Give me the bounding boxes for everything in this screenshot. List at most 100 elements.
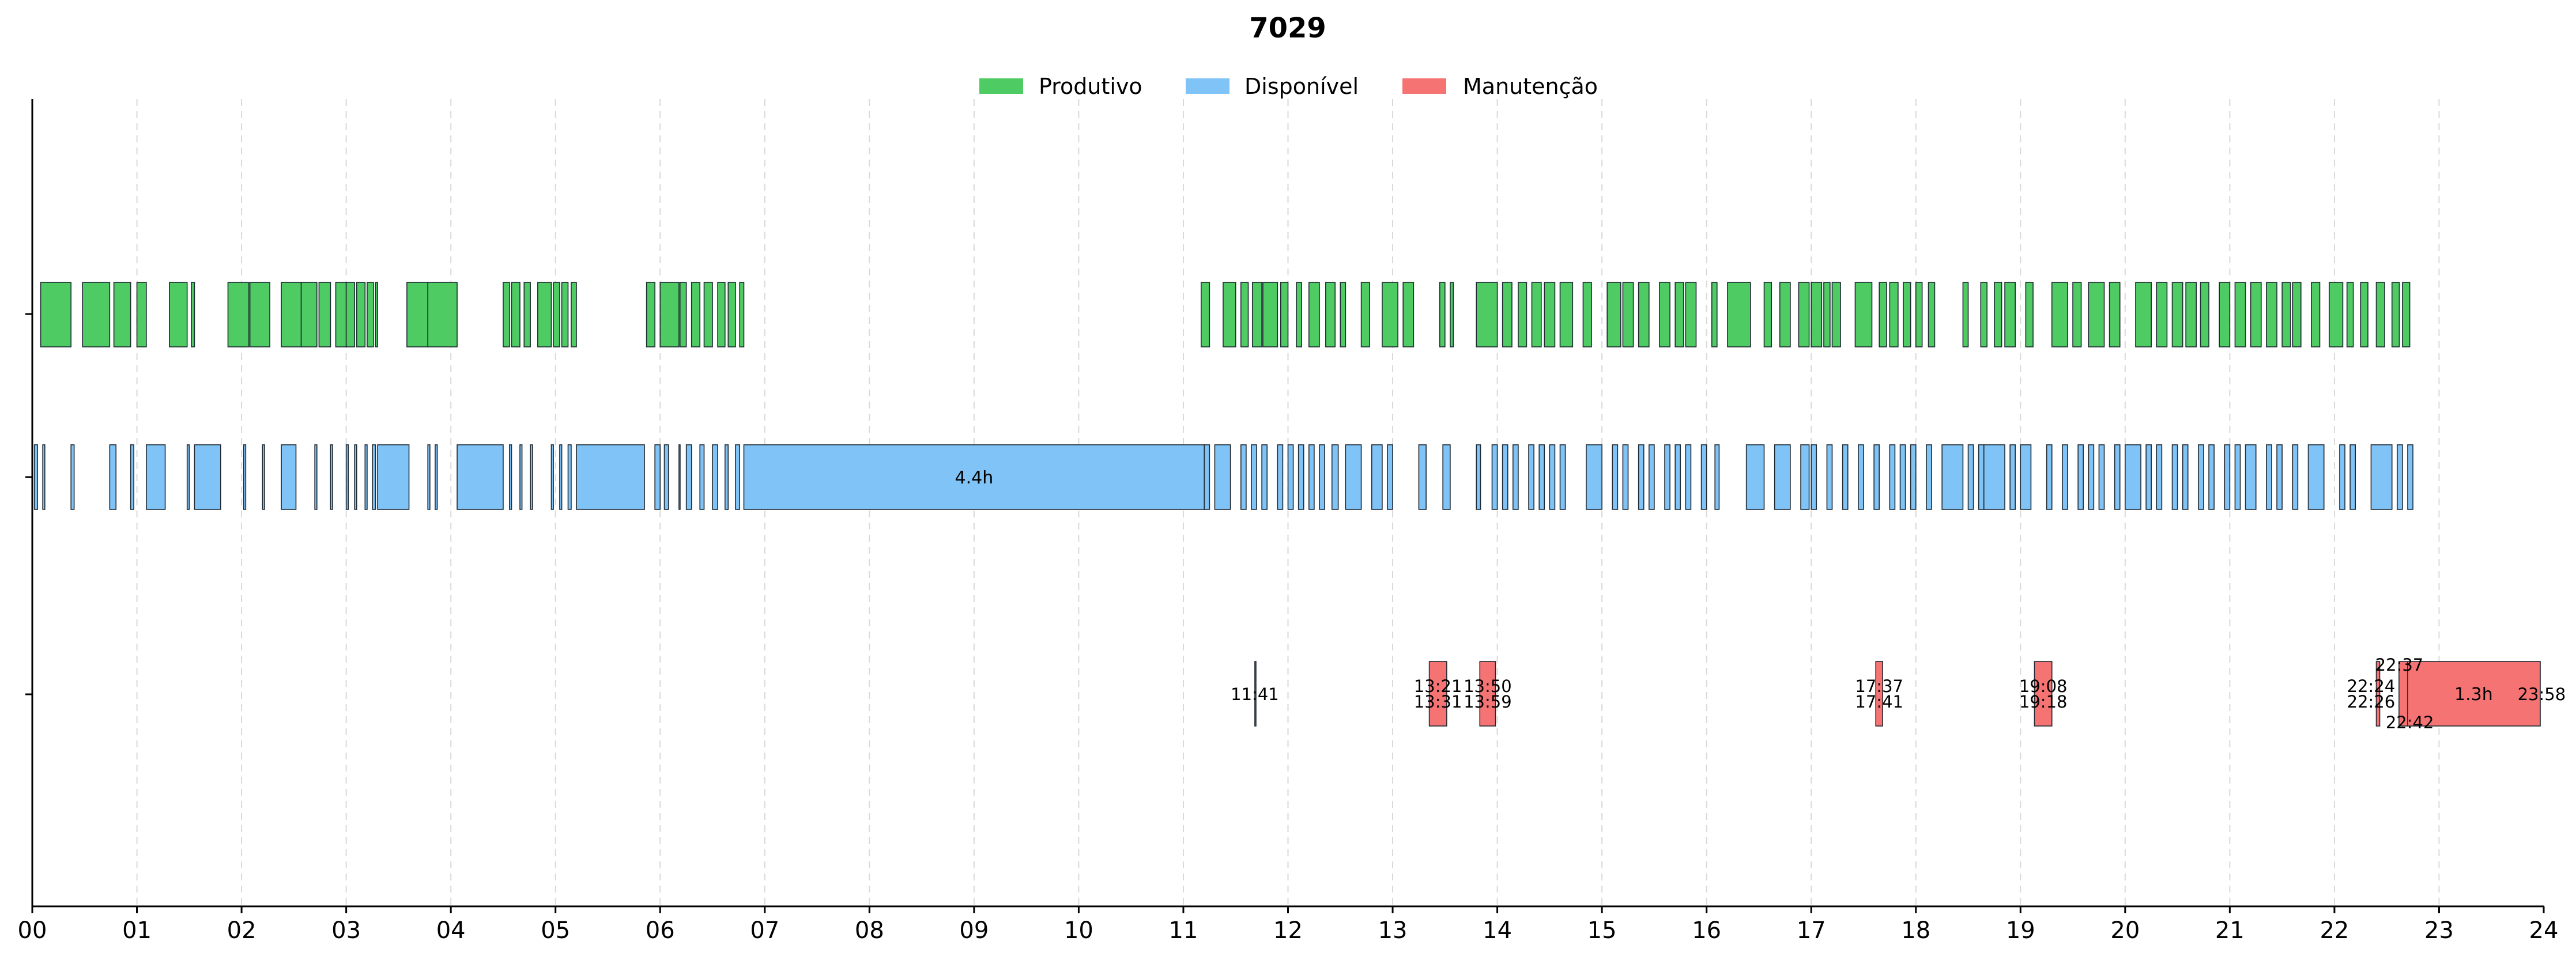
bar-produtivo — [1685, 282, 1697, 347]
bar-produtivo — [511, 282, 521, 347]
bar-produtivo — [1262, 282, 1278, 347]
legend-swatch-disponivel — [1186, 78, 1229, 94]
bar-produtivo — [739, 282, 745, 347]
bar-disponivel — [1910, 444, 1917, 510]
series-layer — [33, 282, 2541, 727]
bar-disponivel — [372, 444, 376, 510]
bar-produtivo — [113, 282, 131, 347]
bar-disponivel — [559, 444, 563, 510]
bar-disponivel — [2020, 444, 2032, 510]
bar-disponivel — [699, 444, 705, 510]
duration-label: 1.3h — [2454, 685, 2493, 705]
time-label: 11:41 — [1231, 685, 1279, 704]
bar-disponivel — [457, 444, 504, 510]
bar-produtivo — [571, 282, 577, 347]
bar-produtivo — [1831, 282, 1841, 347]
x-tick-label-08: 08 — [855, 917, 884, 944]
x-tick-label-03: 03 — [331, 917, 361, 944]
bar-disponivel — [1204, 444, 1210, 510]
bar-produtivo — [1811, 282, 1823, 347]
x-tick-label-10: 10 — [1064, 917, 1093, 944]
bar-produtivo — [2156, 282, 2168, 347]
bar-disponivel — [1664, 444, 1670, 510]
bar-produtivo — [1439, 282, 1446, 347]
time-label: 13:21 — [1414, 676, 1462, 696]
bar-disponivel — [2292, 444, 2299, 510]
bar-disponivel — [314, 444, 318, 510]
bar-disponivel — [2145, 444, 2152, 510]
bar-disponivel — [354, 444, 357, 510]
bar-disponivel — [1899, 444, 1906, 510]
series-produtivo — [40, 282, 2411, 347]
bar-produtivo — [227, 282, 250, 347]
bar-disponivel — [509, 444, 512, 510]
bar-disponivel — [2224, 444, 2231, 510]
bar-produtivo — [1854, 282, 1873, 347]
bar-produtivo — [2088, 282, 2105, 347]
bar-disponivel — [1491, 444, 1498, 510]
duration-label: 4.4h — [955, 468, 994, 488]
bar-disponivel — [1983, 444, 2005, 510]
bar-disponivel — [42, 444, 46, 510]
x-tick-label-07: 07 — [750, 917, 779, 944]
bar-disponivel — [1261, 444, 1268, 510]
bar-disponivel — [2370, 444, 2393, 510]
bar-produtivo — [367, 282, 374, 347]
bar-disponivel — [1418, 444, 1427, 510]
bar-disponivel — [427, 444, 431, 510]
bar-disponivel — [1319, 444, 1325, 510]
bar-produtivo — [2292, 282, 2302, 347]
bar-disponivel — [530, 444, 533, 510]
bar-produtivo — [169, 282, 188, 347]
bar-disponivel — [1700, 444, 1707, 510]
bar-produtivo — [427, 282, 458, 347]
bar-disponivel — [2349, 444, 2356, 510]
bar-produtivo — [345, 282, 355, 347]
bar-produtivo — [1280, 282, 1289, 347]
bar-produtivo — [1476, 282, 1498, 347]
bar-disponivel — [1476, 444, 1481, 510]
bar-produtivo — [2072, 282, 2082, 347]
time-label: 13:59 — [1464, 692, 1512, 712]
legend-swatch-produtivo — [979, 78, 1023, 94]
bar-disponivel — [2397, 444, 2403, 510]
bar-produtivo — [2250, 282, 2262, 347]
bar-disponivel — [1978, 444, 1985, 510]
bar-produtivo — [1779, 282, 1791, 347]
bar-produtivo — [40, 282, 71, 347]
bar-produtivo — [1994, 282, 2002, 347]
bar-produtivo — [2266, 282, 2277, 347]
bar-disponivel — [2307, 444, 2325, 510]
bar-disponivel — [663, 444, 669, 510]
bar-disponivel — [550, 444, 554, 510]
bar-disponivel — [1826, 444, 1833, 510]
bar-produtivo — [1223, 282, 1236, 347]
bar-disponivel — [2077, 444, 2084, 510]
bar-disponivel — [1559, 444, 1566, 510]
bar-disponivel — [1502, 444, 1508, 510]
bar-manutencao — [1479, 661, 1496, 727]
bar-manutencao — [1428, 661, 1447, 727]
bar-produtivo — [2051, 282, 2068, 347]
bar-manutencao — [1254, 661, 1257, 727]
bar-produtivo — [646, 282, 655, 347]
time-label: 17:41 — [1855, 692, 1903, 712]
bar-disponivel — [743, 444, 1205, 510]
bar-disponivel — [146, 444, 166, 510]
bar-disponivel — [654, 444, 661, 510]
bar-produtivo — [1763, 282, 1772, 347]
bar-produtivo — [1559, 282, 1574, 347]
x-tick-label-24: 24 — [2529, 917, 2559, 944]
time-label: 13:50 — [1464, 676, 1512, 696]
bar-disponivel — [2088, 444, 2095, 510]
bar-produtivo — [1889, 282, 1899, 347]
bar-disponivel — [2208, 444, 2215, 510]
bar-disponivel — [1967, 444, 1974, 510]
bar-produtivo — [561, 282, 569, 347]
bar-disponivel — [1873, 444, 1880, 510]
bar-disponivel — [2098, 444, 2105, 510]
bar-disponivel — [1277, 444, 1284, 510]
bar-disponivel — [1528, 444, 1534, 510]
bar-disponivel — [1649, 444, 1655, 510]
